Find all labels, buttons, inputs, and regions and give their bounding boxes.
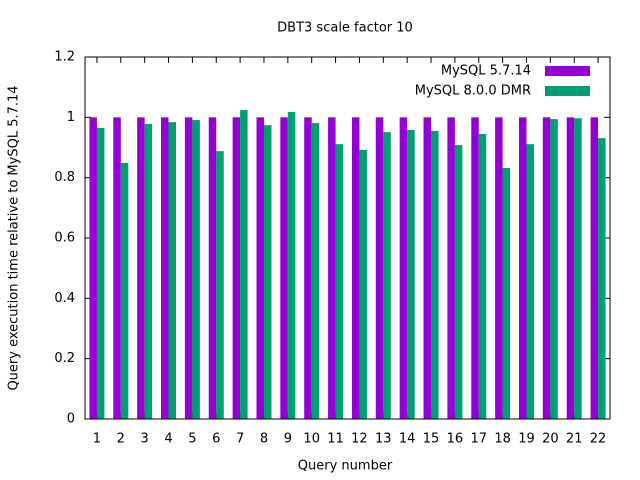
bar	[168, 122, 177, 419]
x-tick-label: 4	[164, 432, 172, 447]
bar	[471, 117, 479, 419]
bar	[335, 144, 344, 419]
bar	[383, 132, 391, 420]
x-tick-label: 22	[590, 432, 607, 447]
x-tick-label: 14	[399, 432, 416, 447]
bar	[161, 117, 169, 419]
bar	[240, 110, 248, 420]
y-tick-label: 0.4	[54, 291, 75, 306]
bar	[399, 117, 408, 419]
bar	[137, 117, 145, 419]
bar	[232, 117, 241, 419]
y-tick-label: 0	[67, 412, 75, 427]
bar	[351, 117, 360, 419]
y-tick-label: 1.2	[54, 50, 75, 65]
bar	[328, 117, 336, 419]
x-tick-label: 20	[542, 432, 559, 447]
bar	[407, 130, 415, 419]
bar	[375, 117, 384, 419]
bar	[263, 125, 272, 419]
x-tick-label: 12	[351, 432, 368, 447]
bar	[431, 130, 439, 420]
x-tick-label: 13	[375, 432, 392, 447]
x-tick-label: 6	[212, 432, 220, 447]
x-tick-label: 18	[494, 432, 511, 447]
bar	[542, 117, 551, 419]
bar	[566, 117, 575, 419]
x-tick-label: 21	[566, 432, 583, 447]
y-axis-label: Query execution time relative to MySQL 5…	[7, 85, 22, 390]
x-tick-label: 3	[141, 432, 149, 447]
bar	[526, 144, 534, 419]
legend-swatch	[545, 66, 590, 76]
x-tick-label: 5	[188, 432, 196, 447]
bar	[574, 118, 582, 419]
bar	[478, 133, 487, 420]
bar	[89, 117, 97, 419]
x-tick-label: 7	[236, 432, 244, 447]
bar	[304, 117, 312, 419]
bar	[144, 123, 153, 419]
bar	[598, 138, 606, 420]
legend-label: MySQL 5.7.14	[441, 64, 531, 79]
bar	[311, 123, 320, 419]
bar	[113, 117, 121, 419]
bar	[423, 117, 432, 419]
legend-label: MySQL 8.0.0 DMR	[415, 84, 531, 99]
x-tick-label: 19	[518, 432, 535, 447]
bar	[518, 117, 527, 419]
x-tick-label: 2	[117, 432, 125, 447]
bar	[216, 151, 224, 419]
bar	[120, 162, 129, 419]
chart-title: DBT3 scale factor 10	[277, 21, 413, 36]
y-tick-label: 1	[67, 110, 75, 125]
bar	[359, 149, 367, 419]
bar	[454, 145, 463, 419]
x-tick-label: 1	[93, 432, 101, 447]
x-axis-label: Query number	[298, 459, 393, 474]
y-tick-label: 0.8	[54, 170, 75, 185]
bar	[256, 117, 264, 419]
x-tick-label: 16	[447, 432, 464, 447]
bar	[495, 117, 503, 419]
x-tick-label: 15	[423, 432, 440, 447]
bar	[208, 117, 217, 419]
bar	[590, 117, 599, 419]
x-tick-label: 8	[260, 432, 268, 447]
plot-border	[84, 56, 611, 420]
bar	[96, 127, 105, 420]
bar	[502, 168, 511, 419]
bar	[184, 117, 193, 419]
bar	[287, 111, 296, 420]
x-tick-label: 17	[470, 432, 487, 447]
bar	[192, 120, 200, 419]
x-tick-label: 9	[284, 432, 292, 447]
legend-swatch	[545, 86, 590, 96]
y-tick-label: 0.2	[54, 351, 75, 366]
bar	[550, 119, 558, 419]
bar	[280, 117, 288, 419]
bar	[447, 117, 455, 419]
y-tick-label: 0.6	[54, 231, 75, 246]
x-tick-label: 11	[327, 432, 344, 447]
x-tick-label: 10	[303, 432, 320, 447]
